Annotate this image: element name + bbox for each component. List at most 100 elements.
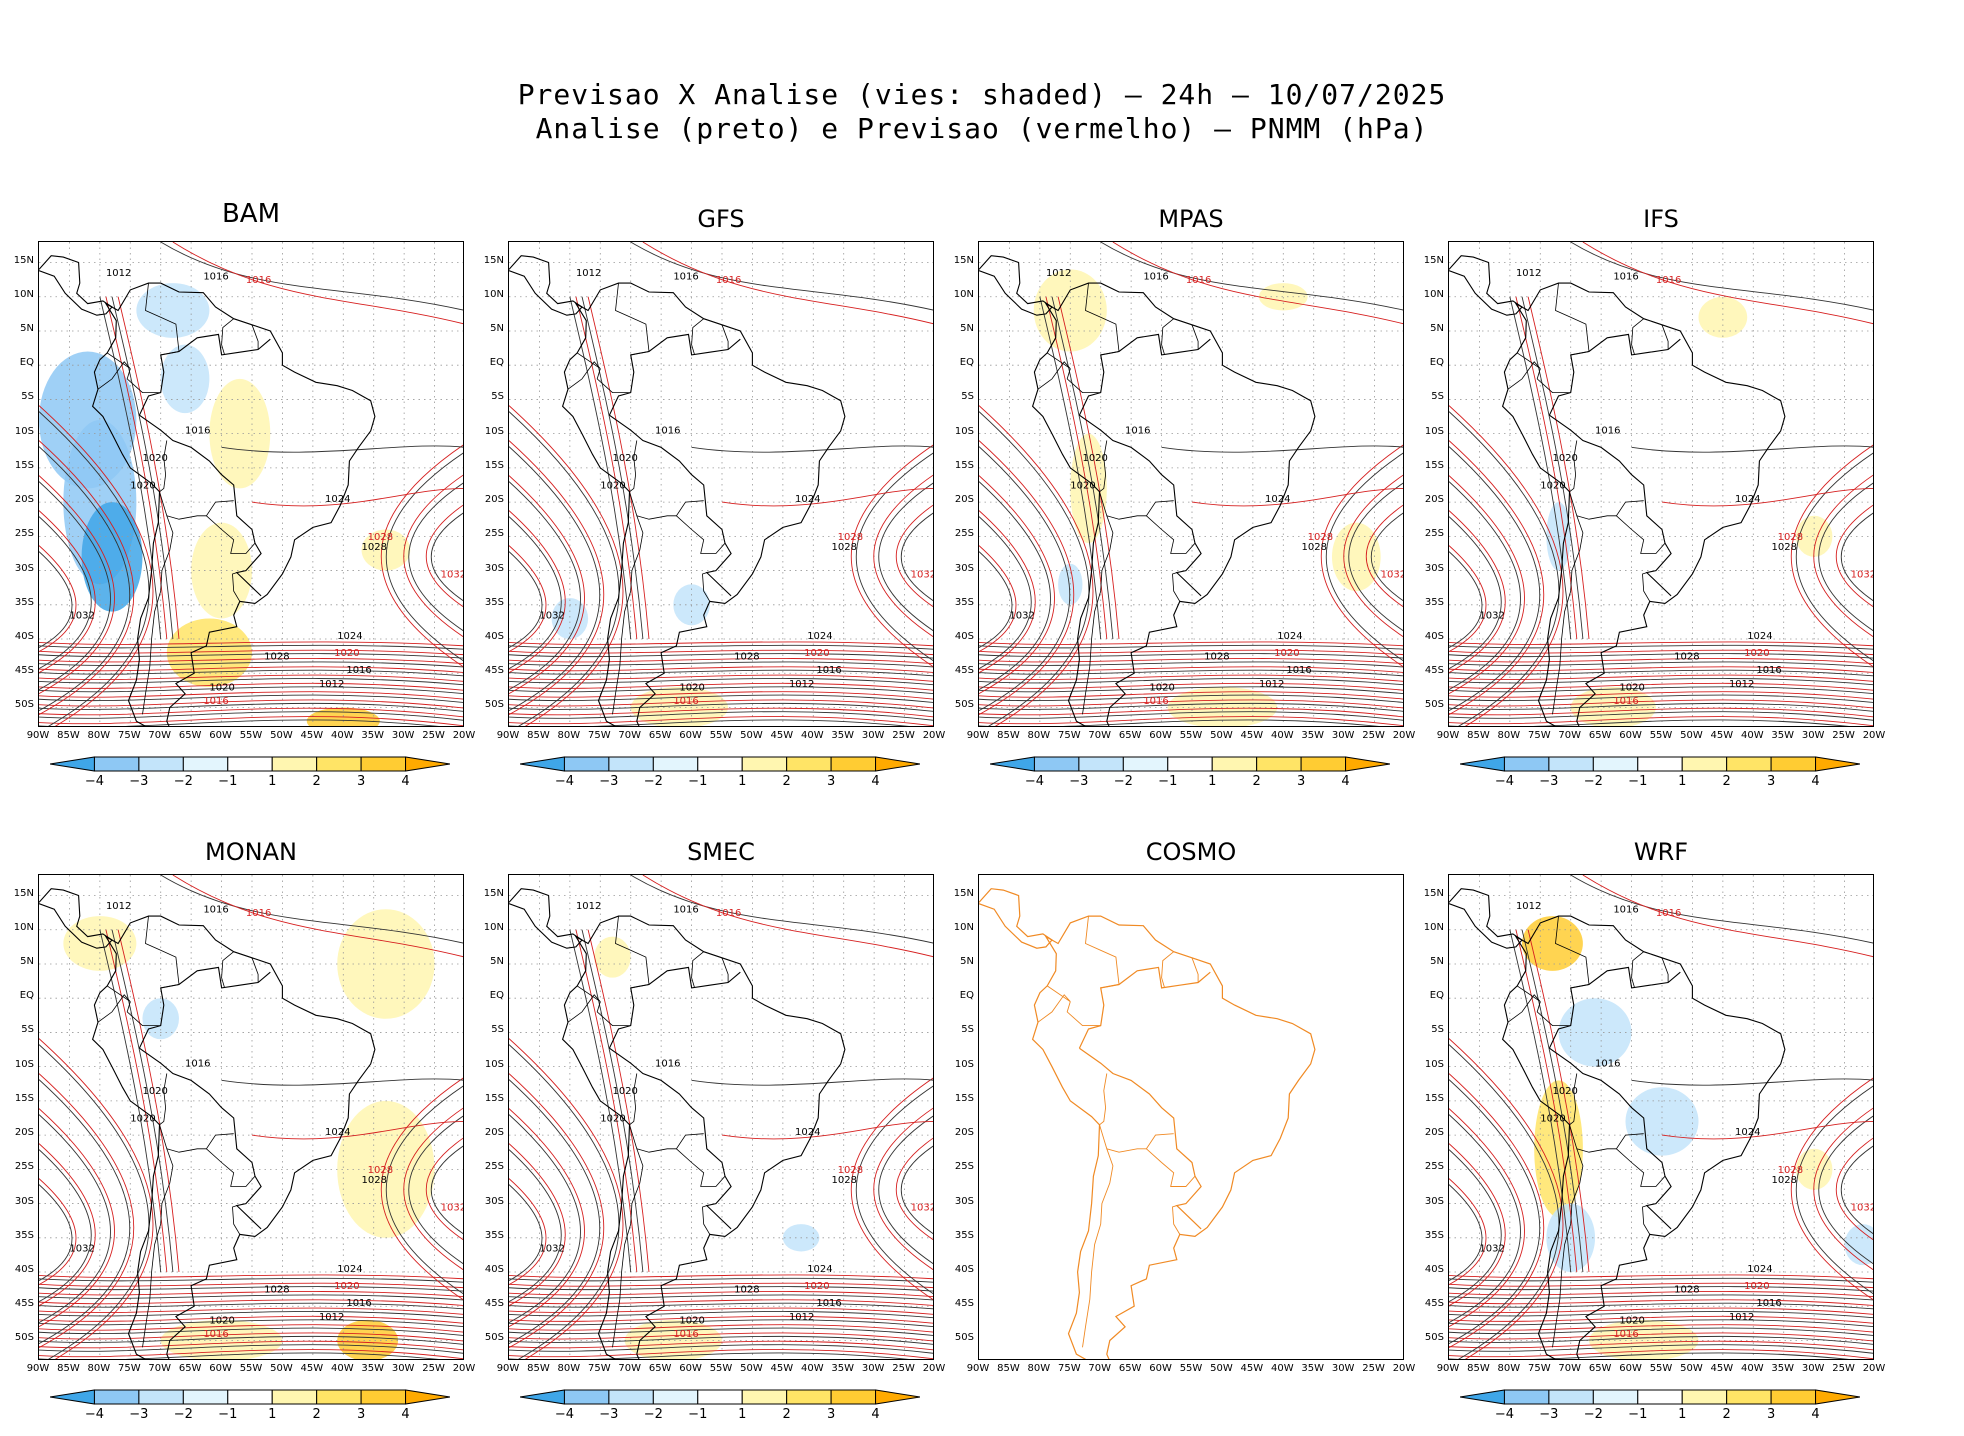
isobar-label: 1020 — [1619, 682, 1644, 693]
isobar-label: 1012 — [789, 1312, 814, 1323]
isobar-label: 1016 — [1595, 426, 1620, 437]
isobar-label: 1020 — [209, 1315, 234, 1326]
colorbar-swatch — [875, 756, 921, 772]
lon-label: 70W — [1558, 730, 1582, 741]
panel-title: SMEC — [687, 838, 755, 866]
lat-label: 50S — [954, 699, 974, 711]
lon-label: 65W — [1118, 730, 1142, 741]
colorbar-label: 4 — [1811, 1407, 1820, 1422]
colorbar-label: −1 — [1628, 774, 1648, 789]
lat-label: 5N — [1430, 322, 1444, 334]
isobar-label: 1020 — [142, 1086, 167, 1097]
lon-label: 25W — [1362, 1363, 1385, 1374]
lat-label: 15S — [484, 1092, 504, 1104]
lon-label: 80W — [87, 1363, 111, 1374]
isobar-label: 1016 — [246, 275, 271, 286]
isobars — [509, 875, 933, 1359]
lon-label: 40W — [330, 1363, 354, 1374]
colorbar-swatch — [1681, 756, 1728, 772]
isobar-label: 1016 — [1143, 696, 1168, 707]
lon-label: 55W — [709, 1363, 733, 1374]
lon-label: 20W — [922, 730, 946, 741]
lon-label: 70W — [1558, 1363, 1582, 1374]
lon-label: 30W — [1801, 730, 1825, 741]
lat-label: 30S — [14, 1195, 34, 1207]
isobar-label: 1032 — [539, 1243, 564, 1254]
lon-label: 40W — [800, 1363, 824, 1374]
isobar-label: 1016 — [203, 272, 228, 283]
colorbar-label: −2 — [643, 1407, 663, 1422]
lon-label: 45W — [1240, 730, 1264, 741]
lat-label: 15N — [13, 887, 34, 899]
colorbar-swatch — [1503, 1389, 1550, 1405]
lon-label: 60W — [1149, 1363, 1172, 1374]
lat-label: 40S — [14, 631, 34, 642]
colorbar-label: 4 — [1341, 774, 1350, 789]
colorbar-swatch — [563, 1389, 610, 1405]
isobar-label: 1020 — [209, 682, 234, 693]
lat-label: 15S — [14, 1092, 34, 1104]
isobar-label: 1012 — [319, 679, 344, 690]
lon-label: 75W — [1527, 1363, 1551, 1374]
colorbar-swatch — [138, 756, 184, 772]
colorbar-label: 3 — [1766, 774, 1776, 789]
isobar-label: 1032 — [539, 610, 564, 621]
isobar-label: 1020 — [1619, 1315, 1644, 1326]
isobar-label: 1020 — [130, 480, 155, 491]
lat-label: 15N — [1423, 254, 1444, 266]
lon-label: 80W — [1497, 730, 1521, 741]
lon-label: 90W — [966, 1363, 990, 1374]
lon-label: 90W — [26, 1363, 50, 1374]
lon-label: 55W — [1649, 730, 1673, 741]
lon-label: 45W — [770, 1363, 794, 1374]
coastline — [1449, 255, 1786, 726]
colorbar: −4 −3 −2 −1 1 2 3 4 — [1459, 1389, 1861, 1422]
colorbar-swatch — [1637, 756, 1683, 772]
colorbar-label: −4 — [554, 1407, 575, 1422]
panel-smec: SMEC 1012 1016 1016 1020 1024 1028 1028 1032 1032… — [484, 838, 946, 1422]
colorbar: −4 −3 −2 −1 1 2 3 4 — [49, 756, 451, 789]
isobar-label: 1016 — [1756, 665, 1781, 676]
lon-label: 80W — [557, 1363, 581, 1374]
lat-label: 30S — [484, 1195, 504, 1207]
lat-label: 40S — [484, 1264, 504, 1275]
lon-label: 65W — [1588, 730, 1612, 741]
lon-label: 40W — [1270, 730, 1294, 741]
lat-label: 5N — [960, 955, 974, 967]
lon-label: 35W — [1301, 1363, 1325, 1374]
lon-label: 55W — [239, 730, 263, 741]
isobar-label: 1020 — [679, 1315, 704, 1326]
lon-label: 90W — [966, 730, 990, 741]
lon-label: 40W — [1270, 1363, 1294, 1374]
colorbar-swatch — [1726, 756, 1772, 772]
colorbar-swatch — [1815, 756, 1861, 772]
isobar-label: 1028 — [264, 1285, 289, 1296]
colorbar-label: −2 — [1583, 774, 1603, 789]
isobars — [39, 242, 463, 726]
colorbar-swatch — [405, 1389, 451, 1405]
map-canvas: 1012 1016 10161020102410281028103210321024… — [1449, 242, 1873, 726]
colorbar-label: −4 — [554, 774, 575, 789]
lon-label: 50W — [270, 1363, 293, 1374]
isobar-label: 1016 — [655, 426, 680, 437]
colorbar-swatch — [1300, 756, 1347, 772]
lon-label: 55W — [709, 730, 733, 741]
colorbar-swatch — [271, 1389, 318, 1405]
lon-label: 85W — [527, 1363, 550, 1374]
lon-label: 70W — [1088, 730, 1112, 741]
lat-label: 40S — [484, 631, 504, 642]
colorbar-swatch — [1681, 1389, 1728, 1405]
isobar-label: 1028 — [1772, 542, 1797, 553]
lat-label: 50S — [1424, 699, 1444, 711]
lat-label: 15N — [953, 887, 974, 899]
panel-bam: BAM 1012 1016 1016 1020 1024 1028 1028 1032 1032 1… — [14, 199, 476, 789]
isobar-label: 1024 — [807, 1264, 832, 1275]
lat-label: 10S — [14, 1058, 34, 1070]
lon-label: 65W — [178, 1363, 202, 1374]
isobar-label: 1020 — [612, 453, 637, 464]
bias-shading — [1795, 515, 1833, 557]
colorbar-label: −4 — [1494, 1407, 1515, 1422]
lat-label: 15S — [954, 459, 974, 471]
lat-label: 30S — [954, 562, 974, 574]
isobar-label: 1020 — [1744, 1281, 1769, 1292]
